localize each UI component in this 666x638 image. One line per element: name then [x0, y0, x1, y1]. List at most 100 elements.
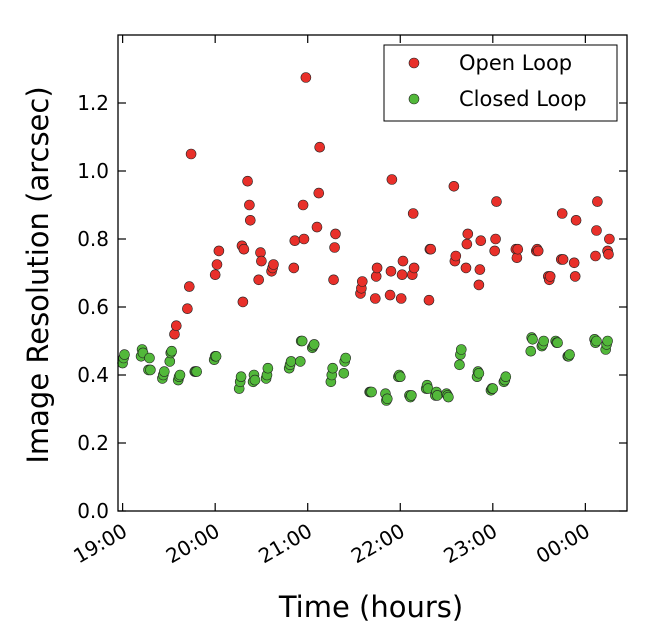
- legend-box: [383, 44, 618, 122]
- x-tick-label: 21:00: [254, 519, 316, 569]
- y-tick-label: 0.0: [77, 499, 109, 523]
- legend-marker: [408, 57, 420, 69]
- plot-frame: [117, 34, 628, 512]
- data-point: [474, 264, 486, 275]
- y-tick-label: 0.6: [77, 295, 109, 319]
- data-point: [475, 235, 487, 246]
- data-point: [119, 349, 130, 360]
- data-point: [369, 293, 381, 304]
- data-point: [294, 356, 306, 367]
- data-point: [313, 187, 325, 199]
- data-point: [330, 228, 341, 240]
- data-point: [237, 296, 249, 308]
- data-point: [300, 72, 312, 83]
- data-point: [489, 245, 501, 257]
- data-point: [407, 208, 419, 219]
- data-point: [460, 262, 472, 274]
- data-point: [144, 352, 155, 364]
- data-point: [394, 371, 406, 383]
- data-point: [443, 391, 454, 403]
- data-point: [500, 371, 512, 383]
- data-point: [268, 259, 279, 270]
- data-point: [249, 374, 261, 386]
- data-point: [159, 366, 170, 377]
- data-point: [289, 235, 301, 246]
- data-point: [592, 196, 603, 207]
- data-point: [591, 225, 602, 236]
- data-point: [512, 243, 524, 255]
- data-point: [242, 175, 253, 187]
- x-tick-label: 20:00: [162, 519, 224, 569]
- data-point: [450, 250, 462, 262]
- x-tick-label: 23:00: [439, 519, 501, 569]
- data-point: [328, 274, 339, 286]
- data-point: [211, 259, 223, 270]
- data-point: [423, 294, 435, 306]
- data-point: [213, 245, 225, 257]
- data-point: [185, 148, 197, 160]
- data-point: [209, 269, 221, 281]
- data-point: [491, 196, 502, 207]
- data-point: [591, 335, 602, 347]
- data-point: [538, 335, 550, 347]
- data-point: [544, 271, 556, 282]
- data-point: [385, 265, 397, 277]
- data-point: [602, 335, 613, 347]
- plot-marks: [117, 72, 615, 406]
- data-point: [564, 349, 575, 360]
- data-point: [431, 390, 443, 401]
- data-point: [166, 345, 177, 357]
- data-point: [297, 199, 309, 211]
- legend-label: Closed Loop: [459, 87, 587, 111]
- data-point: [191, 366, 202, 377]
- data-point: [462, 228, 474, 240]
- data-point: [288, 262, 300, 274]
- legend: Open Loop Closed Loop: [383, 44, 618, 122]
- x-axis-title: Time (hours): [278, 590, 463, 624]
- data-point: [253, 274, 265, 286]
- series-open-loop: [169, 72, 615, 340]
- data-point: [171, 320, 182, 332]
- y-tick-label: 1.2: [77, 91, 109, 115]
- data-point: [311, 221, 323, 233]
- series-closed-loop: [117, 332, 613, 406]
- data-point: [461, 238, 473, 250]
- data-point: [308, 339, 320, 350]
- data-point: [448, 181, 460, 192]
- data-point: [245, 215, 256, 226]
- data-point: [568, 257, 580, 269]
- x-tick-label: 19:00: [69, 519, 131, 569]
- legend-marker: [408, 93, 420, 105]
- data-point: [174, 369, 186, 381]
- data-point: [525, 345, 537, 357]
- data-point: [408, 262, 420, 274]
- data-point: [454, 359, 465, 371]
- data-point: [490, 233, 501, 245]
- data-point: [397, 255, 409, 267]
- data-point: [556, 208, 568, 219]
- data-point: [327, 362, 339, 374]
- data-point: [552, 337, 563, 349]
- data-point: [182, 303, 193, 315]
- data-point: [557, 254, 569, 265]
- data-point: [487, 383, 499, 394]
- data-point: [455, 344, 467, 355]
- data-point: [386, 174, 398, 185]
- data-point: [184, 281, 195, 292]
- data-point: [381, 393, 393, 405]
- y-tick-label: 0.4: [77, 363, 109, 387]
- y-tick-label: 1.0: [77, 159, 109, 183]
- data-point: [371, 262, 383, 274]
- data-point: [298, 233, 310, 245]
- y-tick-label: 0.2: [77, 431, 109, 455]
- data-point: [396, 269, 408, 281]
- data-point: [395, 293, 407, 304]
- data-point: [256, 255, 267, 267]
- data-point: [285, 356, 297, 367]
- x-tick-label: 00:00: [532, 519, 594, 569]
- data-point: [473, 279, 485, 291]
- data-point: [425, 243, 437, 255]
- data-point: [244, 199, 255, 211]
- data-point: [604, 233, 615, 245]
- data-point: [473, 367, 485, 379]
